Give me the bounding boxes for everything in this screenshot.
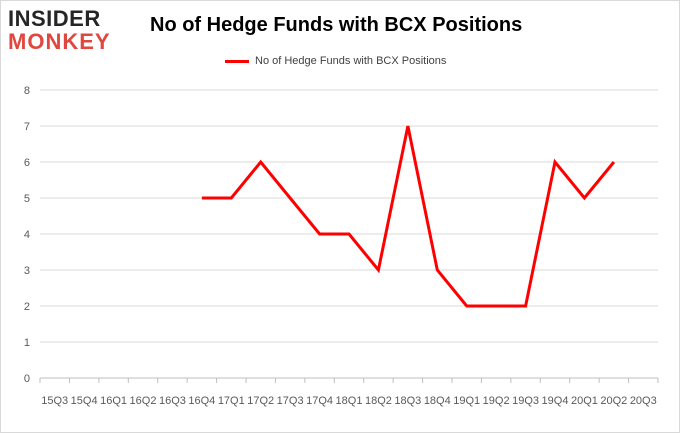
x-tick-label: 20Q1 <box>571 395 598 407</box>
y-tick-label: 5 <box>24 193 30 205</box>
x-tick-label: 16Q1 <box>100 395 127 407</box>
insider-monkey-logo: INSIDER MONKEY <box>8 8 126 54</box>
x-tick-label: 16Q4 <box>188 395 215 407</box>
series-lines <box>201 125 616 308</box>
series-line <box>201 125 616 308</box>
y-tick-label: 1 <box>24 337 30 349</box>
y-tick-label: 6 <box>24 157 30 169</box>
chart-title: No of Hedge Funds with BCX Positions <box>150 14 523 36</box>
x-tick-label: 18Q1 <box>336 395 363 407</box>
x-tick-label: 15Q4 <box>71 395 98 407</box>
logo-line-monkey: MONKEY <box>8 29 111 54</box>
x-tick-label: 17Q3 <box>277 395 304 407</box>
x-tick-label: 18Q4 <box>424 395 451 407</box>
x-tick-label: 18Q3 <box>394 395 421 407</box>
y-axis-ticks: 0 1 2 3 4 5 6 7 8 <box>24 85 30 385</box>
x-tick-label: 16Q3 <box>159 395 186 407</box>
x-tick-label: 20Q3 <box>630 395 657 407</box>
y-tick-label: 7 <box>24 121 30 133</box>
x-tick-label: 20Q2 <box>600 395 627 407</box>
y-tick-label: 2 <box>24 301 30 313</box>
x-tick-label: 19Q3 <box>512 395 539 407</box>
x-axis-ticks: 15Q3 15Q4 16Q1 16Q2 16Q3 16Q4 17Q1 17Q2 17Q3 17Q4… <box>39 378 659 407</box>
y-tick-label: 3 <box>24 265 30 277</box>
legend-swatch <box>225 59 249 63</box>
x-tick-label: 17Q1 <box>218 395 245 407</box>
x-tick-label: 19Q2 <box>483 395 510 407</box>
x-tick-label: 15Q3 <box>41 395 68 407</box>
logo-line-insider: INSIDER <box>8 6 101 31</box>
x-tick-label: 18Q2 <box>365 395 392 407</box>
y-tick-label: 8 <box>24 85 30 97</box>
x-tick-label: 19Q1 <box>453 395 480 407</box>
chart-legend: No of Hedge Funds with BCX Positions <box>225 55 446 67</box>
y-tick-label: 4 <box>24 229 30 241</box>
x-tick-label: 19Q4 <box>542 395 569 407</box>
x-tick-label: 16Q2 <box>130 395 157 407</box>
x-tick-label: 17Q4 <box>306 395 333 407</box>
x-tick-label: 17Q2 <box>247 395 274 407</box>
y-tick-label: 0 <box>24 373 30 385</box>
legend-label: No of Hedge Funds with BCX Positions <box>255 55 447 67</box>
